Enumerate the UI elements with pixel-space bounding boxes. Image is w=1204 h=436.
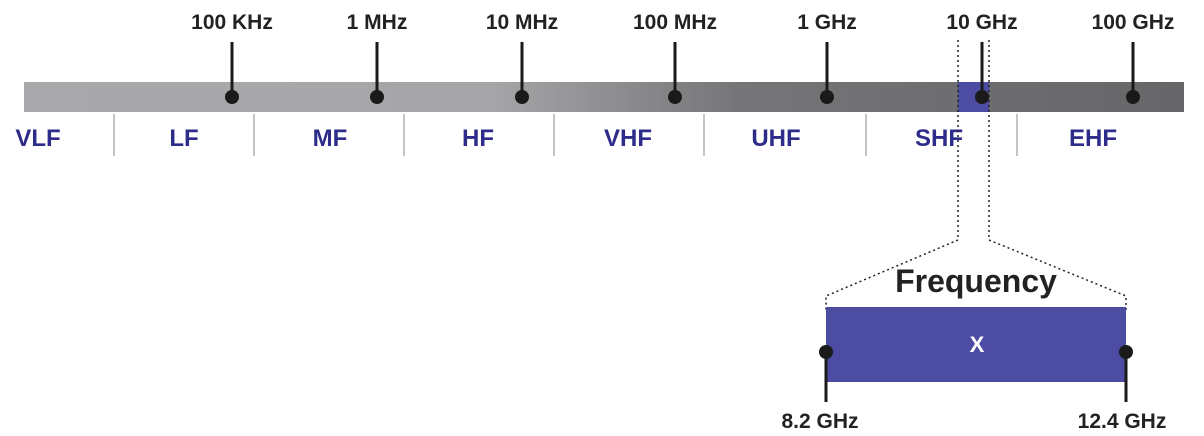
tick-dot: [1126, 90, 1140, 104]
tick-label-10ghz: 10 GHz: [946, 11, 1017, 34]
tick-dot: [225, 90, 239, 104]
tick-dot: [975, 90, 989, 104]
band-label-shf: SHF: [915, 125, 963, 152]
tick-label-10mhz: 10 MHz: [486, 11, 558, 34]
band-label-vlf: VLF: [15, 125, 60, 152]
tick-label-1mhz: 1 MHz: [347, 11, 408, 34]
zoom-connector-left: [825, 40, 959, 310]
start-frequency-label: 8.2 GHz: [781, 410, 858, 433]
tick-dots: [225, 90, 1140, 104]
tick-dot: [515, 90, 529, 104]
tick-dot: [668, 90, 682, 104]
zoom-connector-right: [988, 40, 1127, 310]
end-marker-dot: [1119, 345, 1133, 359]
band-label-mf: MF: [313, 125, 348, 152]
x-band-label: X: [970, 332, 985, 357]
tick-label-100khz: 100 KHz: [191, 11, 273, 34]
tick-dot: [370, 90, 384, 104]
spectrum-bar: [24, 82, 1184, 112]
tick-label-1ghz: 1 GHz: [797, 11, 857, 34]
x-band-box: [826, 307, 1126, 382]
band-label-uhf: UHF: [751, 125, 800, 152]
band-label-hf: HF: [462, 125, 494, 152]
band-label-lf: LF: [169, 125, 198, 152]
tick-label-100ghz: 100 GHz: [1092, 11, 1175, 34]
band-dividers: [113, 114, 1018, 156]
start-marker-dot: [819, 345, 833, 359]
band-label-vhf: VHF: [604, 125, 652, 152]
band-label-ehf: EHF: [1069, 125, 1117, 152]
tick-markers: [230, 42, 1135, 97]
tick-dot: [820, 90, 834, 104]
end-frequency-label: 12.4 GHz: [1078, 410, 1167, 433]
zoom-title: Frequency: [895, 263, 1057, 299]
tick-label-100mhz: 100 MHz: [633, 11, 717, 34]
